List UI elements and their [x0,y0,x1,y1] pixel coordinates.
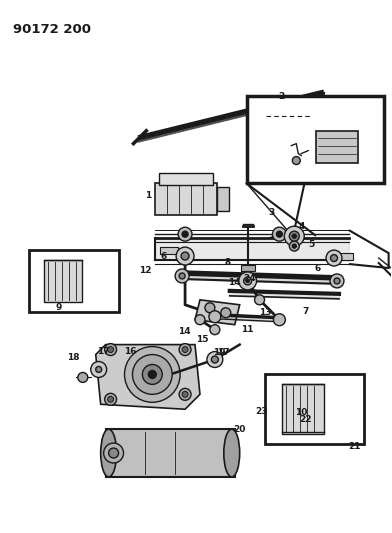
Bar [316,131,358,163]
Circle shape [176,247,194,265]
Circle shape [292,244,296,248]
Bar [265,375,364,444]
Circle shape [181,252,189,260]
Circle shape [178,227,192,241]
Text: 2: 2 [278,92,285,101]
Circle shape [179,389,191,400]
Circle shape [91,361,107,377]
Circle shape [132,354,172,394]
Bar [247,96,384,183]
Text: 21: 21 [348,441,361,450]
Circle shape [179,344,191,356]
Circle shape [284,226,304,246]
Circle shape [195,315,205,325]
Circle shape [105,344,116,356]
Circle shape [78,373,88,382]
Circle shape [274,314,285,326]
Bar [44,260,82,302]
Circle shape [142,365,162,384]
Text: 5: 5 [308,240,314,248]
Circle shape [289,231,299,241]
Circle shape [292,234,296,238]
Ellipse shape [101,429,116,477]
Circle shape [105,393,116,405]
Text: 13: 13 [259,308,272,317]
Text: 17: 17 [218,348,230,357]
Polygon shape [96,345,200,409]
Circle shape [254,295,265,305]
Text: 18: 18 [67,353,79,362]
Bar [29,250,118,312]
Circle shape [244,277,252,285]
Bar [217,188,229,211]
Circle shape [207,352,223,367]
Text: 16: 16 [124,347,137,356]
Circle shape [205,303,215,313]
Circle shape [272,227,286,241]
Text: 9: 9 [56,303,62,312]
Circle shape [125,346,180,402]
Text: 1: 1 [145,191,151,200]
Text: 8: 8 [225,257,231,266]
Bar [155,183,217,215]
Text: 23: 23 [255,407,268,416]
Text: 12: 12 [139,266,152,276]
Circle shape [221,308,231,318]
Circle shape [182,231,188,237]
Circle shape [108,397,114,402]
Text: 4: 4 [299,222,305,231]
Text: 24: 24 [243,274,256,284]
Text: 6: 6 [160,252,166,261]
Bar [337,253,353,260]
Circle shape [182,391,188,397]
Text: 10: 10 [295,408,307,417]
Circle shape [330,274,344,288]
Text: 14: 14 [178,327,191,336]
Bar [282,384,324,434]
Circle shape [182,346,188,352]
Circle shape [239,272,257,290]
Bar [160,247,178,254]
Text: 6: 6 [314,264,320,273]
Circle shape [209,311,221,322]
Text: 15: 15 [196,335,208,344]
Text: 11: 11 [241,325,254,334]
Text: 90172 200: 90172 200 [13,23,91,36]
Circle shape [148,370,156,378]
Circle shape [108,346,114,352]
Circle shape [175,269,189,283]
Polygon shape [195,300,240,325]
Circle shape [246,279,249,282]
Text: 22: 22 [299,415,312,424]
Text: 7: 7 [302,307,309,316]
Text: 19: 19 [214,348,226,357]
Circle shape [276,231,282,237]
Circle shape [326,250,342,266]
Circle shape [289,241,299,251]
Circle shape [210,325,220,335]
Ellipse shape [224,429,240,477]
Circle shape [96,367,102,373]
Circle shape [334,278,340,284]
Text: 14: 14 [229,278,241,287]
Text: 3: 3 [269,208,274,217]
Bar [241,265,254,271]
Circle shape [330,255,338,262]
Text: 20: 20 [234,425,246,434]
Circle shape [109,448,118,458]
Circle shape [179,273,185,279]
Circle shape [292,157,300,165]
Text: 17: 17 [97,347,110,356]
Bar [159,173,213,185]
Circle shape [103,443,123,463]
Bar [106,429,235,477]
Circle shape [211,356,218,363]
